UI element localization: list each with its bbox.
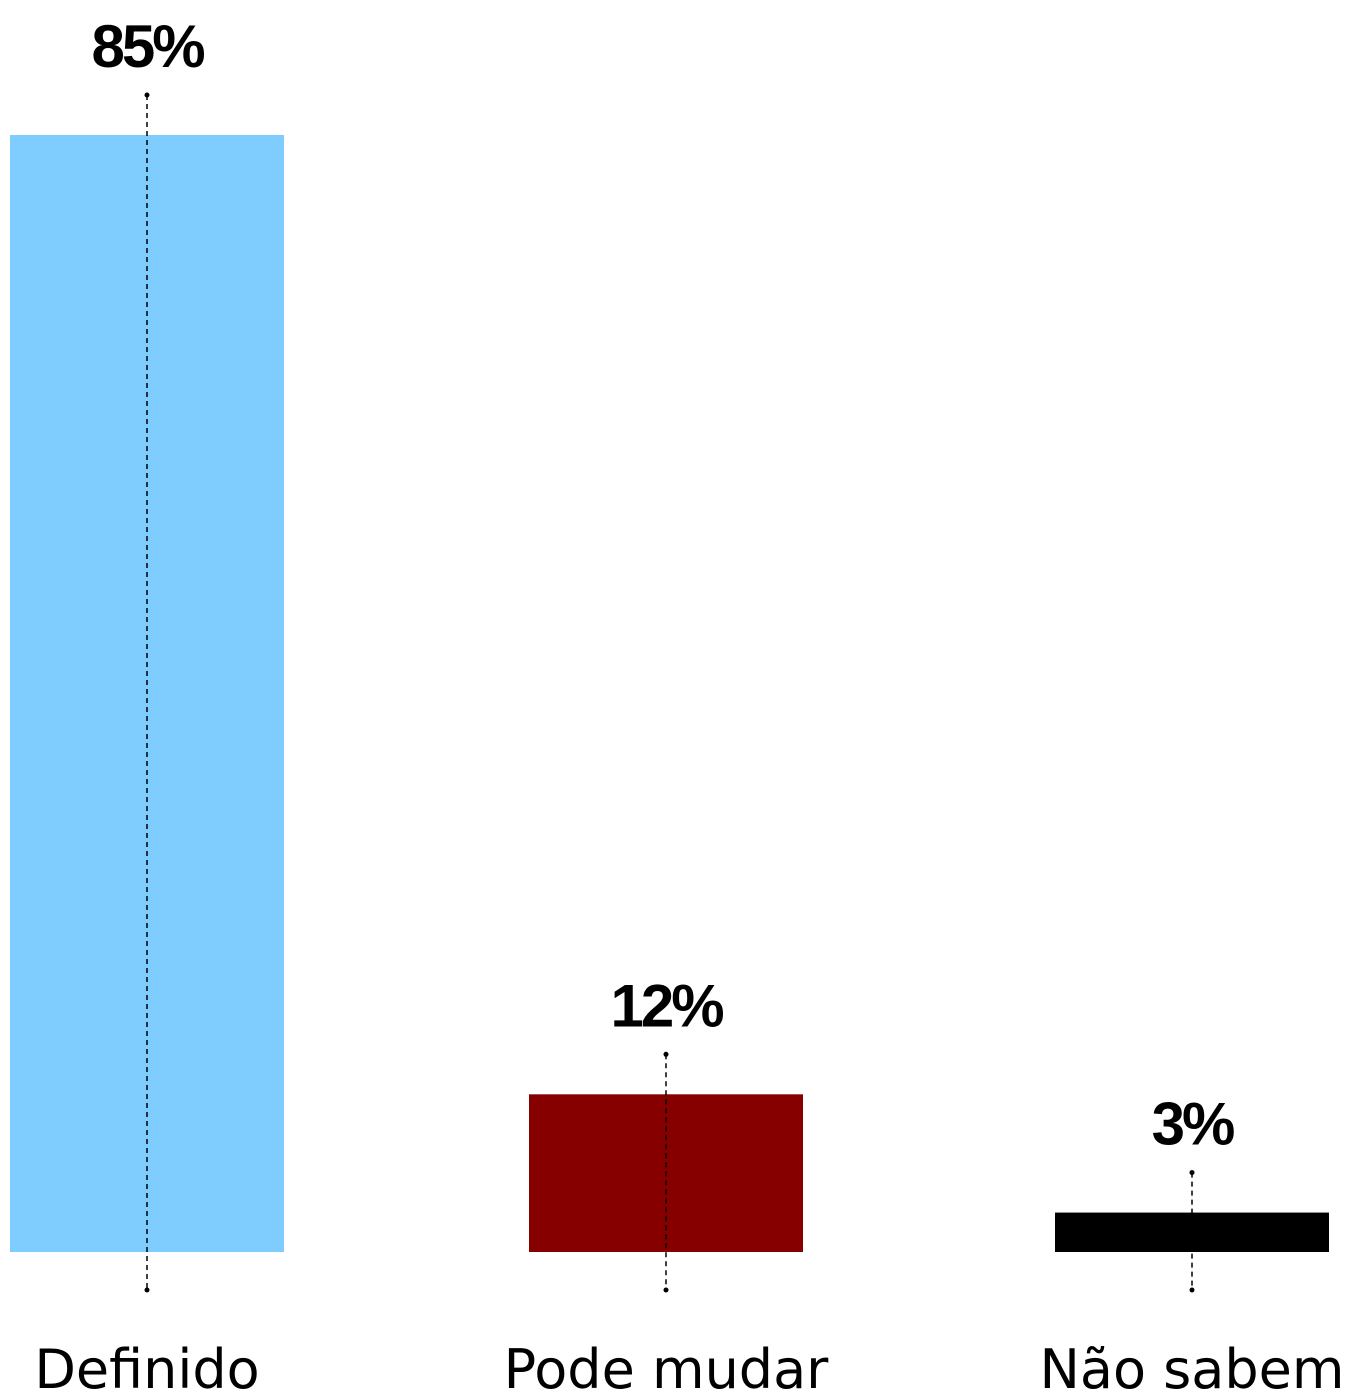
value-label: 3% bbox=[1152, 1091, 1234, 1158]
leader-dot bbox=[1189, 1170, 1195, 1176]
value-label: 12% bbox=[610, 972, 723, 1039]
category-label: Pode mudar bbox=[504, 1338, 830, 1397]
value-label: 85% bbox=[91, 13, 204, 80]
leader-dot bbox=[144, 1287, 150, 1293]
leader-dot bbox=[144, 92, 150, 98]
leader-dot bbox=[663, 1287, 669, 1293]
leader-dot bbox=[663, 1051, 669, 1057]
category-label: Não sabem bbox=[1039, 1338, 1344, 1397]
category-label: Definido bbox=[34, 1338, 259, 1397]
leader-dot bbox=[1189, 1287, 1195, 1293]
